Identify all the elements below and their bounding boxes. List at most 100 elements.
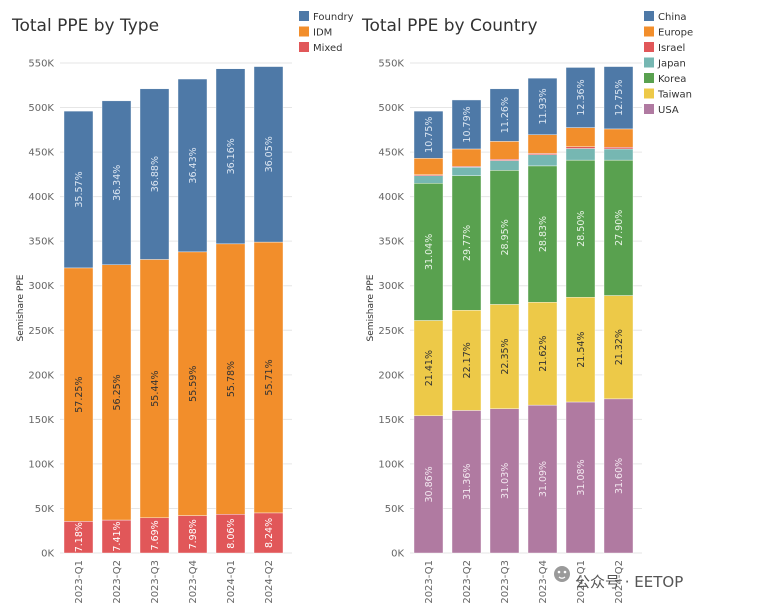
data-label: 29.77%: [462, 225, 473, 261]
bar-segment-foundry-2023-q2: [101, 100, 132, 265]
x-tick-label: 2023-Q2: [462, 560, 473, 604]
bar-segment-china-2023-q2: [451, 99, 482, 150]
y-tick-label: 450K: [28, 148, 54, 159]
data-label: 7.69%: [150, 520, 161, 550]
legend-label-usa: USA: [658, 105, 679, 116]
data-label: 7.41%: [112, 521, 123, 551]
data-label: 55.44%: [150, 371, 161, 407]
data-label: 36.34%: [112, 165, 123, 201]
bar-segment-europe-2024-q1: [565, 127, 596, 147]
x-tick-label: 2023-Q3: [150, 560, 161, 604]
data-label: 22.17%: [462, 342, 473, 378]
bar-segment-foundry-2024-q1: [215, 68, 246, 245]
bar-segment-idm-2024-q1: [215, 243, 246, 515]
chart-title: Total PPE by Type: [11, 16, 159, 36]
watermark-text: 公众号 · EETOP: [575, 573, 683, 591]
x-tick-label: 2023-Q1: [74, 560, 85, 604]
x-tick-label: 2024-Q1: [576, 560, 587, 604]
bar-segment-foundry-2023-q1: [63, 110, 94, 269]
data-label: 36.43%: [188, 147, 199, 183]
data-label: 21.41%: [424, 350, 435, 386]
bar-segment-usa-2024-q2: [603, 398, 634, 554]
data-label: 55.59%: [188, 366, 199, 402]
bar-segment-europe-2023-q2: [451, 148, 482, 167]
y-tick-label: 0K: [391, 549, 404, 560]
bar-segment-japan-2024-q1: [565, 148, 596, 161]
y-tick-label: 550K: [28, 59, 54, 70]
legend-label-europe: Europe: [658, 28, 693, 39]
bar-segment-idm-2023-q3: [139, 259, 170, 519]
data-label: 35.57%: [74, 171, 85, 207]
data-label: 31.36%: [462, 464, 473, 500]
bar-segment-mixed-2024-q1: [215, 514, 246, 554]
data-label: 21.54%: [576, 332, 587, 368]
y-tick-label: 150K: [378, 415, 404, 426]
data-label: 21.32%: [614, 329, 625, 365]
data-label: 7.98%: [188, 519, 199, 549]
bar-segment-mixed-2023-q3: [139, 517, 170, 554]
y-tick-label: 500K: [28, 103, 54, 114]
bar-segment-usa-2023-q3: [489, 408, 520, 554]
data-label: 22.35%: [500, 338, 511, 374]
bar-segment-taiwan-2024-q1: [565, 297, 596, 403]
bar-segment-mixed-2023-q1: [63, 521, 94, 554]
bar-segment-israel-2023-q3: [489, 159, 520, 161]
data-label: 11.26%: [500, 97, 511, 133]
bar-segment-mixed-2023-q4: [177, 515, 208, 554]
legend-swatch-japan: [644, 57, 654, 68]
bar-segment-europe-2023-q1: [413, 158, 444, 176]
x-tick-label: 2023-Q2: [112, 560, 123, 604]
bar-segment-foundry-2023-q3: [139, 88, 170, 260]
y-tick-label: 450K: [378, 148, 404, 159]
bar-segment-china-2023-q4: [527, 77, 558, 135]
chart-ppe-by-country: Total PPE by Country Semishare PPE 0K 50K 10…: [361, 11, 693, 604]
legend-label-mixed: Mixed: [313, 43, 343, 54]
x-tick-label: 2024-Q2: [614, 560, 625, 604]
y-tick-label: 250K: [28, 326, 54, 337]
wechat-icon: [554, 566, 570, 582]
data-label: 36.16%: [226, 138, 237, 174]
x-tick-label: 2023-Q4: [538, 560, 549, 604]
bar-segment-japan-2023-q4: [527, 154, 558, 167]
y-tick-label: 400K: [378, 192, 404, 203]
y-tick-label: 100K: [28, 459, 54, 470]
watermark: 公众号 · EETOP: [554, 566, 683, 591]
bar-segment-japan-2023-q1: [413, 175, 444, 184]
x-tick-label: 2024-Q2: [264, 560, 275, 604]
y-axis-label: Semishare PPE: [366, 274, 376, 341]
bar-segment-korea-2023-q2: [451, 175, 482, 311]
data-label: 7.18%: [74, 522, 85, 552]
legend-swatch-foundry: [299, 11, 309, 21]
x-tick-label: 2024-Q1: [226, 560, 237, 604]
y-axis-label: Semishare PPE: [16, 274, 26, 341]
data-label: 21.62%: [538, 336, 549, 372]
bar-segment-usa-2023-q1: [413, 415, 444, 554]
legend-label-foundry: Foundry: [313, 12, 354, 23]
data-label: 31.03%: [500, 463, 511, 499]
legend-swatch-usa: [644, 104, 654, 114]
y-tick-label: 200K: [28, 370, 54, 381]
data-label: 27.90%: [614, 210, 625, 246]
x-tick-label: 2023-Q3: [500, 560, 511, 604]
data-label: 55.78%: [226, 361, 237, 397]
bar-segment-europe-2023-q4: [527, 134, 558, 154]
y-tick-label: 100K: [378, 459, 404, 470]
bar-segment-israel-2023-q4: [527, 153, 558, 155]
bar-segment-europe-2023-q3: [489, 141, 520, 160]
chart-title: Total PPE by Country: [361, 16, 538, 36]
bar-segment-idm-2023-q4: [177, 251, 208, 516]
legend-swatch-china: [644, 11, 654, 21]
bar-segment-korea-2024-q1: [565, 159, 596, 298]
bar-segment-korea-2023-q1: [413, 183, 444, 321]
legend-swatch-israel: [644, 42, 654, 52]
y-tick-label: 50K: [385, 504, 405, 515]
data-label: 57.25%: [74, 377, 85, 413]
legend-label-japan: Japan: [657, 59, 686, 70]
bar-segment-china-2023-q3: [489, 88, 520, 142]
data-label: 28.50%: [576, 211, 587, 247]
bar-segment-china-2024-q2: [603, 66, 634, 130]
data-label: 31.08%: [576, 459, 587, 495]
bar-segment-israel-2024-q1: [565, 146, 596, 149]
bar-segment-idm-2023-q2: [101, 264, 132, 521]
